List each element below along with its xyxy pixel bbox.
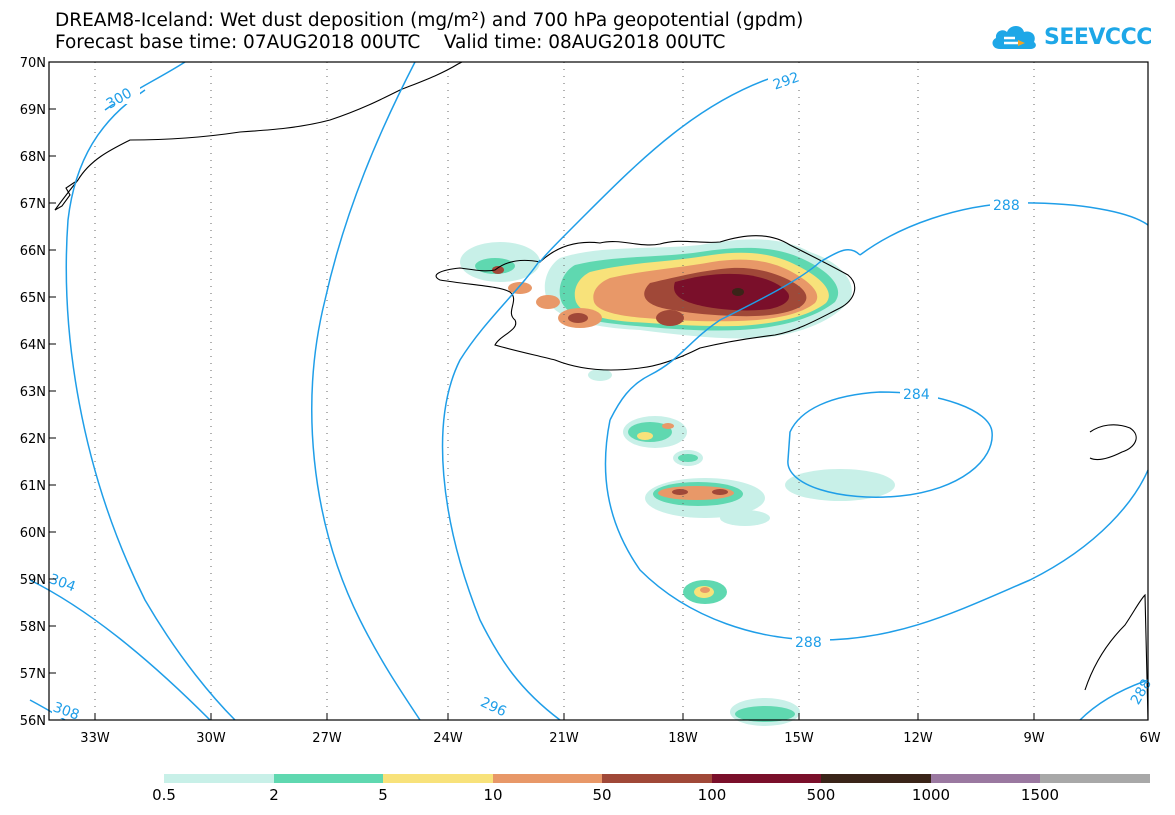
seevccc-logo: SEEVCCC [988, 14, 1152, 60]
lon-label: 9W [1023, 731, 1044, 746]
latitude-axis [49, 61, 56, 721]
contour-label-288-se: 288 [1128, 677, 1155, 708]
lat-label: 68N [20, 150, 46, 165]
title-line-1: DREAM8-Iceland: Wet dust deposition (mg/… [55, 10, 804, 31]
map-frame [48, 61, 1149, 721]
legend-swatch [383, 774, 493, 783]
color-legend: 0.5 2 5 10 50 100 500 1000 1500 [0, 770, 1175, 810]
map-plot: 300 292 288 284 288 296 304 308 288 70N … [20, 56, 1161, 746]
lat-label: 65N [20, 291, 46, 306]
lat-label: 64N [20, 338, 46, 353]
contour-label-284: 284 [903, 387, 930, 403]
lat-label: 57N [20, 667, 46, 682]
lat-label: 66N [20, 244, 46, 259]
latitude-labels: 70N 69N 68N 67N 66N 65N 64N 63N 62N 61N … [20, 56, 46, 729]
legend-label: 500 [806, 786, 836, 804]
lon-label: 33W [80, 731, 110, 746]
lon-label: 27W [312, 731, 342, 746]
lon-label: 6W [1139, 731, 1160, 746]
lat-label: 61N [20, 479, 46, 494]
logo-text: SEEVCCC [1044, 24, 1152, 50]
dust-deposition-field [460, 239, 895, 726]
lat-label: 62N [20, 432, 46, 447]
lat-label: 63N [20, 385, 46, 400]
coastlines [54, 61, 1149, 721]
legend-swatch [712, 774, 821, 783]
title-line-2: Forecast base time: 07AUG2018 00UTC Vali… [55, 32, 726, 53]
legend-label: 0.5 [152, 786, 176, 804]
legend-label: 10 [483, 786, 503, 804]
legend-label: 5 [378, 786, 388, 804]
lon-label: 12W [903, 731, 933, 746]
lon-label: 30W [196, 731, 226, 746]
contour-label-288-north: 288 [993, 198, 1020, 214]
cloud-icon [992, 26, 1036, 49]
legend-swatch [602, 774, 712, 783]
legend-label: 100 [697, 786, 727, 804]
lon-label: 15W [784, 731, 814, 746]
legend-swatch [493, 774, 602, 783]
lat-label: 59N [20, 573, 46, 588]
lat-label: 70N [20, 56, 46, 71]
legend-label: 50 [592, 786, 612, 804]
lat-label: 67N [20, 197, 46, 212]
lat-label: 60N [20, 526, 46, 541]
legend-label: 1000 [911, 786, 951, 804]
lon-label: 18W [668, 731, 698, 746]
map-title: DREAM8-Iceland: Wet dust deposition (mg/… [55, 10, 803, 54]
geopotential-contours [29, 61, 1149, 721]
contour-label-288-south: 288 [795, 635, 822, 651]
longitude-labels: 33W 30W 27W 24W 21W 18W 15W 12W 9W 6W [80, 731, 1160, 746]
contour-labels: 300 292 288 284 288 296 304 308 288 [47, 68, 1155, 724]
graticule [94, 62, 1035, 720]
legend-swatch [274, 774, 383, 783]
lon-label: 21W [549, 731, 579, 746]
legend-label: 2 [269, 786, 279, 804]
lat-label: 69N [20, 103, 46, 118]
lat-label: 58N [20, 620, 46, 635]
legend-swatch [1040, 774, 1150, 783]
lat-label: 56N [20, 714, 46, 729]
legend-swatch [821, 774, 931, 783]
legend-label: 1500 [1020, 786, 1060, 804]
lon-label: 24W [433, 731, 463, 746]
longitude-axis [94, 713, 1149, 720]
legend-swatch [931, 774, 1040, 783]
legend-swatch [164, 774, 274, 783]
